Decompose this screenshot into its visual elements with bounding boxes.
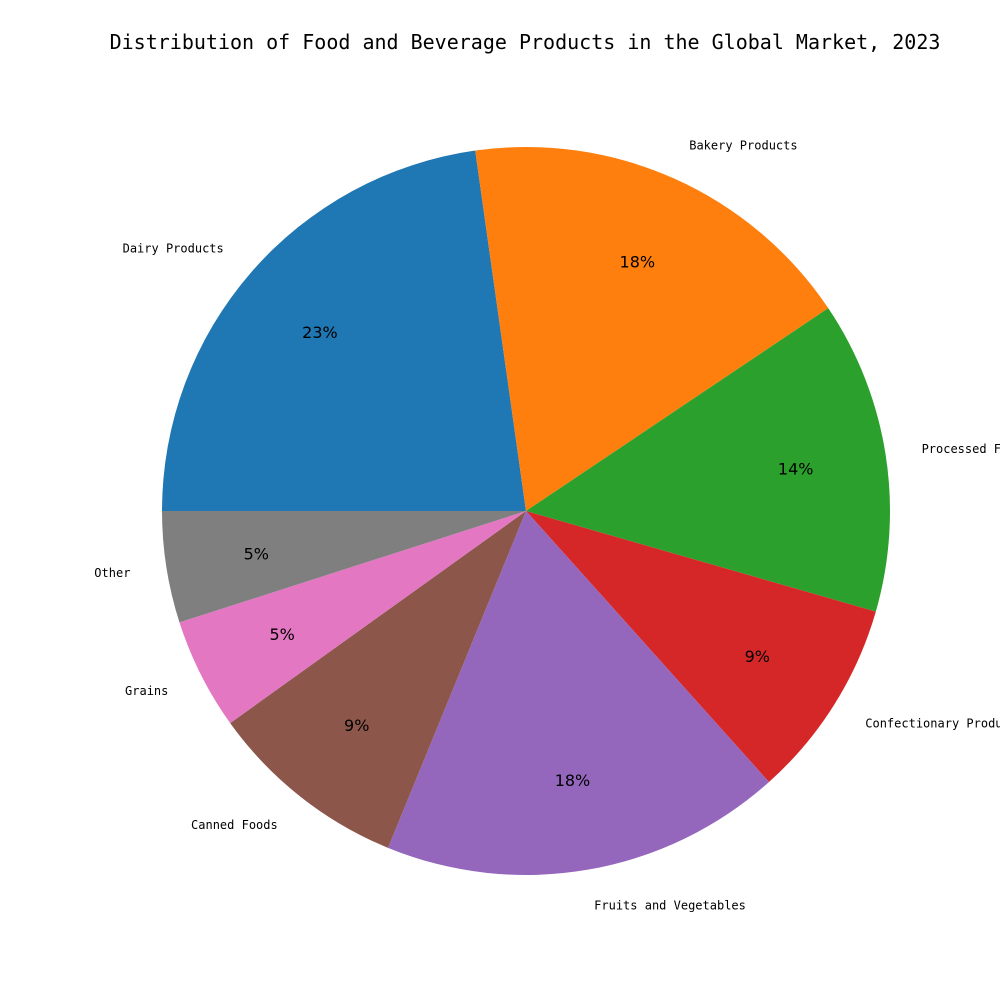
slice-dairy-products [162, 150, 526, 512]
slice-label-fruits-and-vegetables: Fruits and Vegetables [594, 899, 746, 913]
slice-processed-foods [526, 308, 890, 612]
slice-grains [179, 511, 526, 724]
pct-label-bakery-products: 18% [620, 253, 656, 272]
pct-label-other: 5% [244, 544, 269, 563]
pct-label-canned-foods: 9% [344, 716, 369, 735]
slice-canned-foods [230, 511, 527, 848]
slice-other [162, 511, 526, 623]
pct-label-processed-foods: 14% [778, 460, 814, 479]
slice-confectionary-products [526, 511, 876, 783]
slice-label-processed-foods: Processed Foods [922, 442, 1000, 456]
slice-label-dairy-products: Dairy Products [123, 241, 224, 255]
slice-label-bakery-products: Bakery Products [689, 138, 797, 152]
pie-slices [162, 147, 890, 875]
slice-fruits-and-vegetables [388, 511, 770, 875]
slice-label-grains: Grains [125, 684, 168, 698]
pct-label-dairy-products: 23% [302, 323, 338, 342]
slice-bakery-products [475, 147, 829, 511]
pct-label-confectionary-products: 9% [745, 647, 770, 666]
chart-title: Distribution of Food and Beverage Produc… [110, 30, 941, 54]
slice-label-confectionary-products: Confectionary Products [865, 717, 1000, 731]
slice-label-other: Other [94, 566, 130, 580]
pct-label-grains: 5% [269, 625, 294, 644]
slice-label-canned-foods: Canned Foods [191, 818, 278, 832]
pie-labels: Dairy Products 23% Bakery Products 18% Proce… [94, 138, 1000, 912]
pct-label-fruits-and-vegetables: 18% [555, 771, 591, 790]
